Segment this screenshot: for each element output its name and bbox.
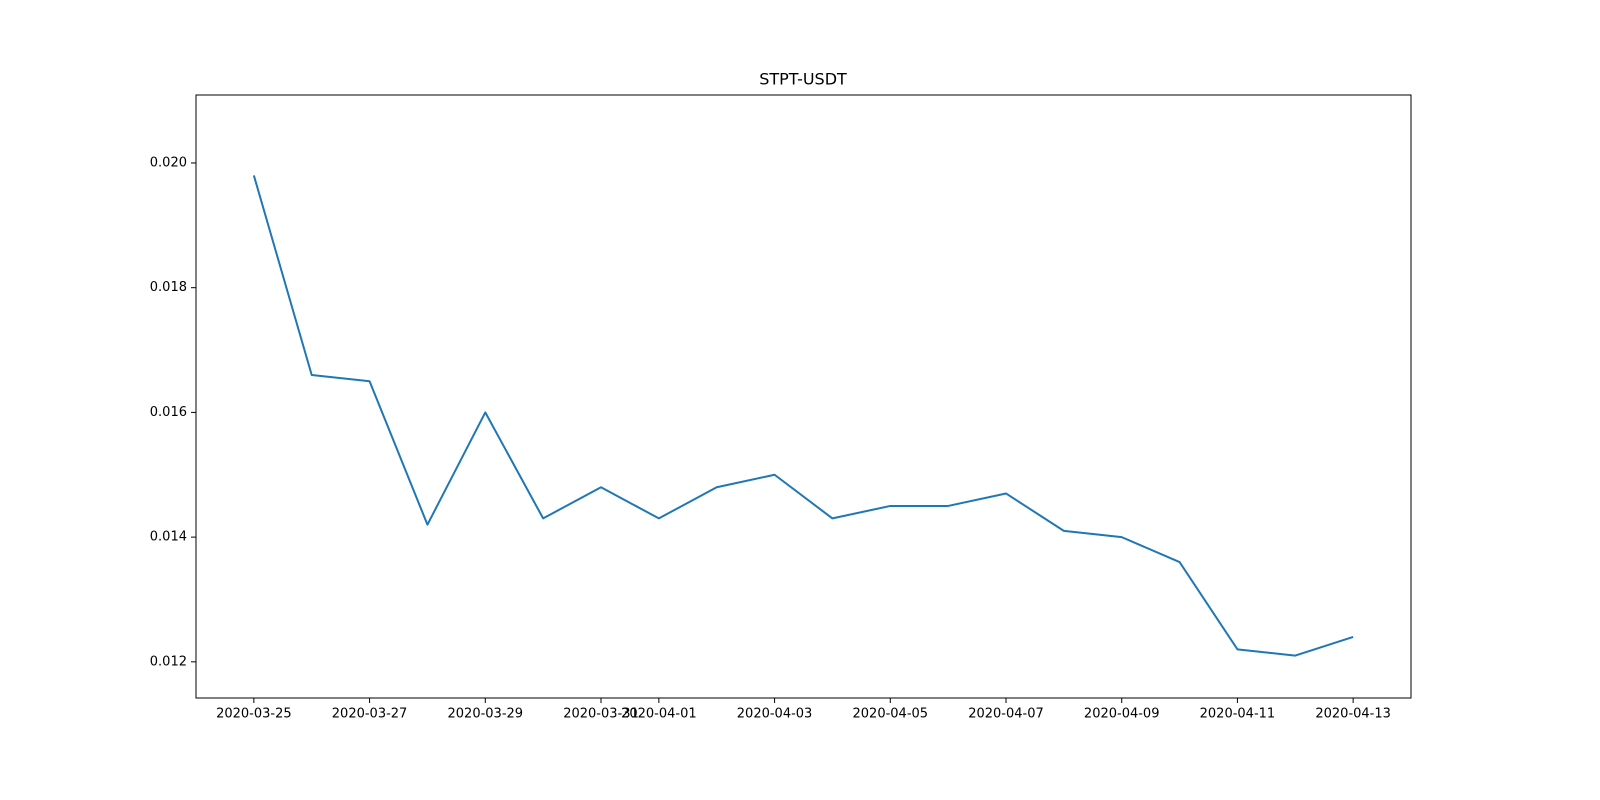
x-tick-label: 2020-03-29 [448, 707, 524, 722]
x-tick-label: 2020-04-13 [1315, 707, 1391, 722]
x-tick-label: 2020-03-31 [563, 707, 639, 722]
y-tick-label: 0.014 [150, 530, 187, 545]
y-tick-label: 0.012 [150, 654, 187, 669]
x-tick-label: 2020-04-01 [621, 707, 697, 722]
x-tick-label: 2020-04-03 [737, 707, 813, 722]
x-tick-label: 2020-04-11 [1200, 707, 1276, 722]
y-tick-label: 0.016 [150, 405, 187, 420]
line-series [252, 175, 1354, 657]
x-tick-label: 2020-04-07 [968, 707, 1044, 722]
y-tick-label: 0.020 [150, 155, 187, 170]
y-tick-label: 0.018 [150, 280, 187, 295]
x-tick-label: 2020-03-27 [332, 707, 408, 722]
chart-title: STPT-USDT [759, 70, 847, 89]
plot-frame [195, 94, 1412, 699]
x-tick-label: 2020-04-05 [853, 707, 929, 722]
x-tick-label: 2020-03-25 [216, 707, 292, 722]
x-tick-label: 2020-04-09 [1084, 707, 1160, 722]
